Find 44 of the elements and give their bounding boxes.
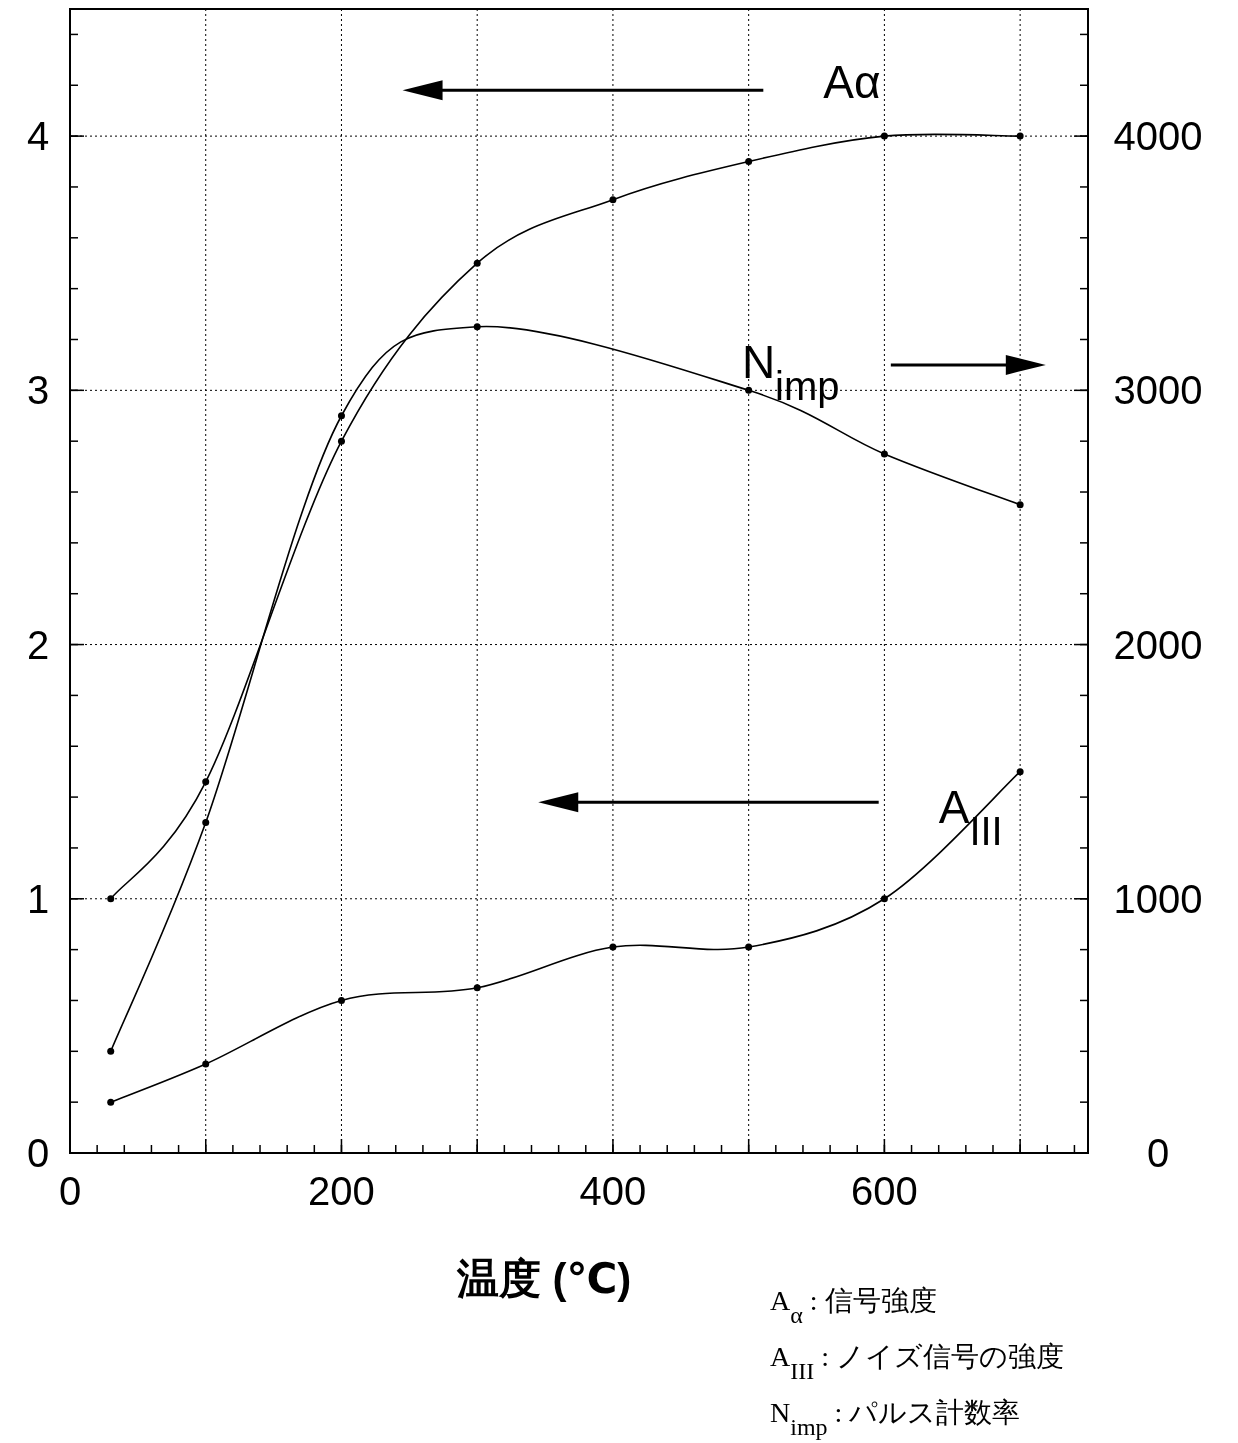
point xyxy=(337,996,345,1004)
point xyxy=(337,412,345,420)
point xyxy=(1016,132,1024,140)
point xyxy=(609,943,617,951)
y-tick-label: 0 xyxy=(26,1131,50,1175)
point xyxy=(745,158,753,166)
point xyxy=(202,1060,210,1068)
y2-tick-label: 0 xyxy=(1146,1131,1170,1175)
y2-tick-label: 1000 xyxy=(1113,876,1203,921)
point xyxy=(609,196,617,204)
point xyxy=(202,778,210,786)
point xyxy=(880,450,888,458)
point xyxy=(1016,501,1024,509)
point xyxy=(745,943,753,951)
point xyxy=(107,895,115,903)
point xyxy=(745,386,753,394)
y-tick-label: 2 xyxy=(26,622,50,667)
point xyxy=(473,323,481,331)
x-tick-label: 400 xyxy=(579,1169,647,1213)
y2-tick-label: 2000 xyxy=(1113,622,1203,667)
text: A$_{III}$ : ノイズ信号の強度 xyxy=(770,1341,1064,1384)
x-tick-label: 200 xyxy=(308,1169,375,1213)
series-label: A$_{III}$ xyxy=(938,780,1003,853)
y-tick-label: 1 xyxy=(26,876,50,921)
point xyxy=(202,819,210,827)
series-label: Aα xyxy=(823,55,881,108)
text: A$_{α}$ : 信号強度 xyxy=(770,1285,937,1328)
point xyxy=(1016,768,1024,776)
point xyxy=(473,984,481,992)
y-tick-label: 3 xyxy=(26,368,50,413)
x-axis-title: 温度 (℃) xyxy=(455,1255,632,1302)
point xyxy=(337,437,345,445)
point xyxy=(473,259,481,267)
point xyxy=(107,1098,115,1106)
point xyxy=(107,1047,115,1055)
point xyxy=(880,132,888,140)
text: N$_{imp}$ : パルス計数率 xyxy=(770,1397,1021,1440)
y2-tick-label: 4000 xyxy=(1113,114,1203,159)
y-tick-label: 4 xyxy=(26,114,50,159)
y2-tick-label: 3000 xyxy=(1113,368,1203,413)
x-tick-label: 600 xyxy=(851,1169,918,1213)
point xyxy=(880,895,888,903)
legend-label: N$_{imp}$ xyxy=(741,335,840,408)
x-tick-label: 0 xyxy=(58,1169,82,1213)
